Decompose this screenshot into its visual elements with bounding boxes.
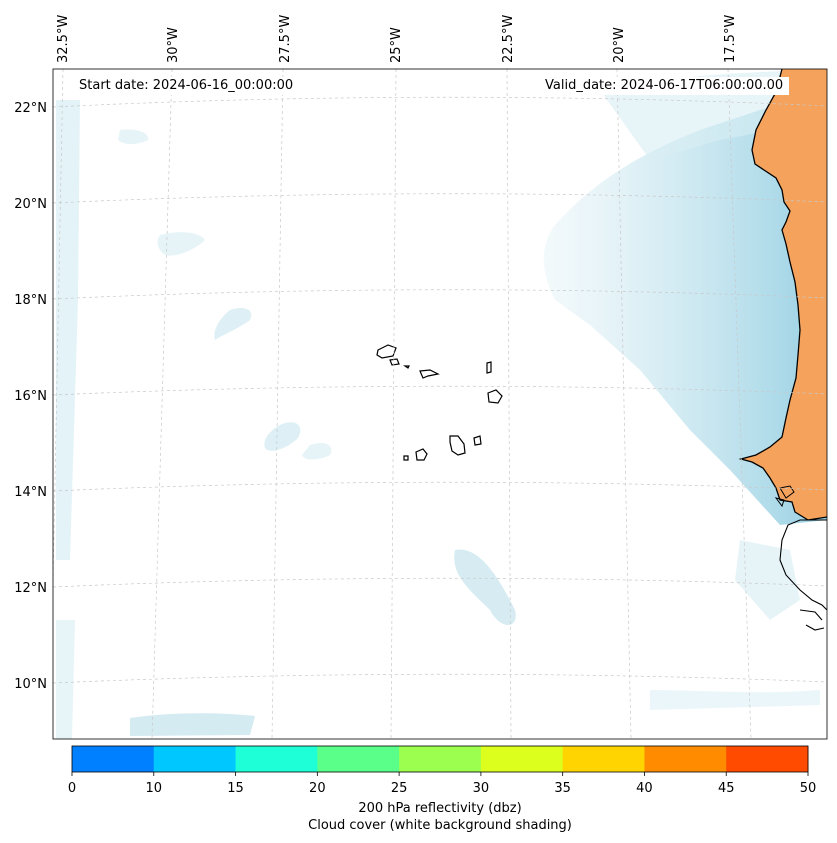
island-maio xyxy=(473,435,482,446)
island-sao-nicolau xyxy=(419,369,440,379)
lat-label: 12°N xyxy=(14,581,47,596)
lon-label: 17.5°W xyxy=(723,15,738,63)
africa-coastline xyxy=(738,69,827,521)
colorbar-segment xyxy=(399,746,482,772)
lon-label: 32.5°W xyxy=(56,15,71,63)
colorbar-tick-label: 15 xyxy=(227,781,244,796)
coastline-islets xyxy=(774,485,795,508)
colorbar-segment xyxy=(480,746,564,772)
gridlines xyxy=(53,69,827,739)
island-santiago xyxy=(449,435,466,456)
island-boa-vista xyxy=(487,389,503,404)
colorbar-tick-label: 45 xyxy=(717,781,735,796)
lon-label: 22.5°W xyxy=(501,15,516,63)
map-frame xyxy=(52,68,828,740)
colorbar-tick-label: 35 xyxy=(554,781,571,796)
valid-date-label: Valid_date: 2024-06-17T06:00:00.00 xyxy=(539,77,790,95)
colorbar-tick-label: 40 xyxy=(636,781,653,796)
colorbar-subtitle: Cloud cover (white background shading) xyxy=(308,818,572,833)
guinea-coastline xyxy=(779,519,827,631)
cape-verde-islands xyxy=(376,344,503,461)
lat-label: 18°N xyxy=(14,293,47,308)
lon-label: 20°W xyxy=(612,27,627,63)
lat-label: 14°N xyxy=(14,485,47,500)
colorbar-tick-label: 0 xyxy=(67,781,77,796)
lon-label: 25°W xyxy=(389,27,404,63)
colorbar-segment xyxy=(644,746,727,772)
island-fogo xyxy=(415,448,428,461)
colorbar xyxy=(71,745,809,776)
island-brava xyxy=(403,455,409,461)
island-sal xyxy=(486,361,492,374)
colorbar-segment xyxy=(317,746,400,772)
africa-land xyxy=(741,69,827,520)
colorbar-segment xyxy=(153,746,237,772)
lat-label: 16°N xyxy=(14,389,47,404)
colorbar-segment xyxy=(72,746,155,772)
colorbar-tick-label: 50 xyxy=(799,781,817,796)
colorbar-segment xyxy=(726,746,809,772)
island-sao-vicente xyxy=(389,358,400,366)
lon-label: 30°W xyxy=(166,27,181,63)
start-date-label: Start date: 2024-06-16_00:00:00 xyxy=(73,77,300,95)
colorbar-tick-label: 25 xyxy=(390,781,408,796)
colorbar-tick-label: 10 xyxy=(145,781,163,796)
colorbar-segment xyxy=(235,746,318,772)
longitude-labels: 32.5°W 30°W 27.5°W 25°W 22.5°W 20°W 17.5… xyxy=(56,15,738,63)
lat-label: 22°N xyxy=(14,101,47,116)
lon-label: 27.5°W xyxy=(278,15,293,63)
colorbar-segment xyxy=(562,746,645,772)
colorbar-tick-label: 30 xyxy=(472,781,490,796)
colorbar-tick-label: 20 xyxy=(309,781,326,796)
lat-label: 20°N xyxy=(14,197,47,212)
island-santo-antao xyxy=(376,344,397,359)
lat-label: 10°N xyxy=(14,677,47,692)
colorbar-title: 200 hPa reflectivity (dbz) xyxy=(358,801,522,816)
colorbar-frame xyxy=(71,745,809,773)
island-santa-luzia xyxy=(403,365,410,369)
latitude-labels: 22°N 20°N 18°N 16°N 14°N 12°N 10°N xyxy=(14,101,47,692)
